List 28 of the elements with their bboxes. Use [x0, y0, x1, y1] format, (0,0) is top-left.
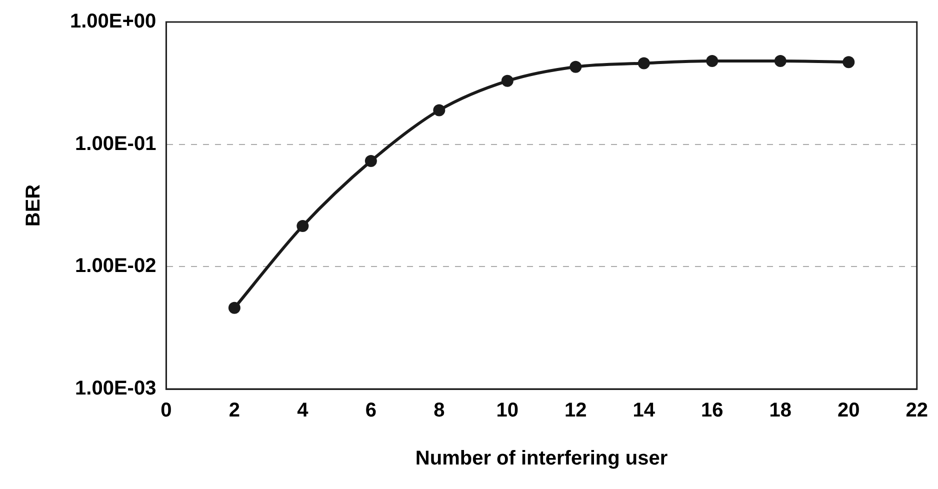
point — [228, 302, 240, 314]
y-tick-label: 1.00E+00 — [70, 10, 156, 33]
x-tick-label: 2 — [228, 400, 240, 422]
x-tick-label: 6 — [365, 400, 376, 422]
point — [570, 60, 582, 73]
x-tick-label: 12 — [564, 400, 587, 422]
x-axis-title: Number of interfering user — [415, 448, 668, 470]
x-tick-label: 14 — [632, 400, 656, 422]
point — [501, 74, 514, 87]
x-tick-label: 0 — [160, 400, 172, 422]
point — [433, 104, 446, 116]
x-tick-label: 20 — [838, 400, 860, 422]
x-tick-label: 8 — [434, 400, 445, 422]
y-axis-title: BER — [22, 184, 45, 227]
y-tick-label: 1.00E-02 — [75, 255, 156, 278]
x-tick-label: 18 — [769, 400, 792, 422]
point — [296, 220, 309, 232]
y-tick-label: 1.00E-01 — [75, 132, 156, 155]
point — [774, 54, 786, 67]
point — [706, 54, 718, 67]
x-tick-label: 16 — [701, 400, 724, 422]
point — [364, 155, 377, 168]
x-tick-label: 22 — [906, 400, 928, 422]
point — [638, 57, 650, 70]
point — [842, 56, 855, 68]
y-tick-label: 1.00E-03 — [75, 378, 156, 400]
x-tick-label: 10 — [496, 400, 519, 422]
x-tick-label: 4 — [297, 400, 310, 422]
